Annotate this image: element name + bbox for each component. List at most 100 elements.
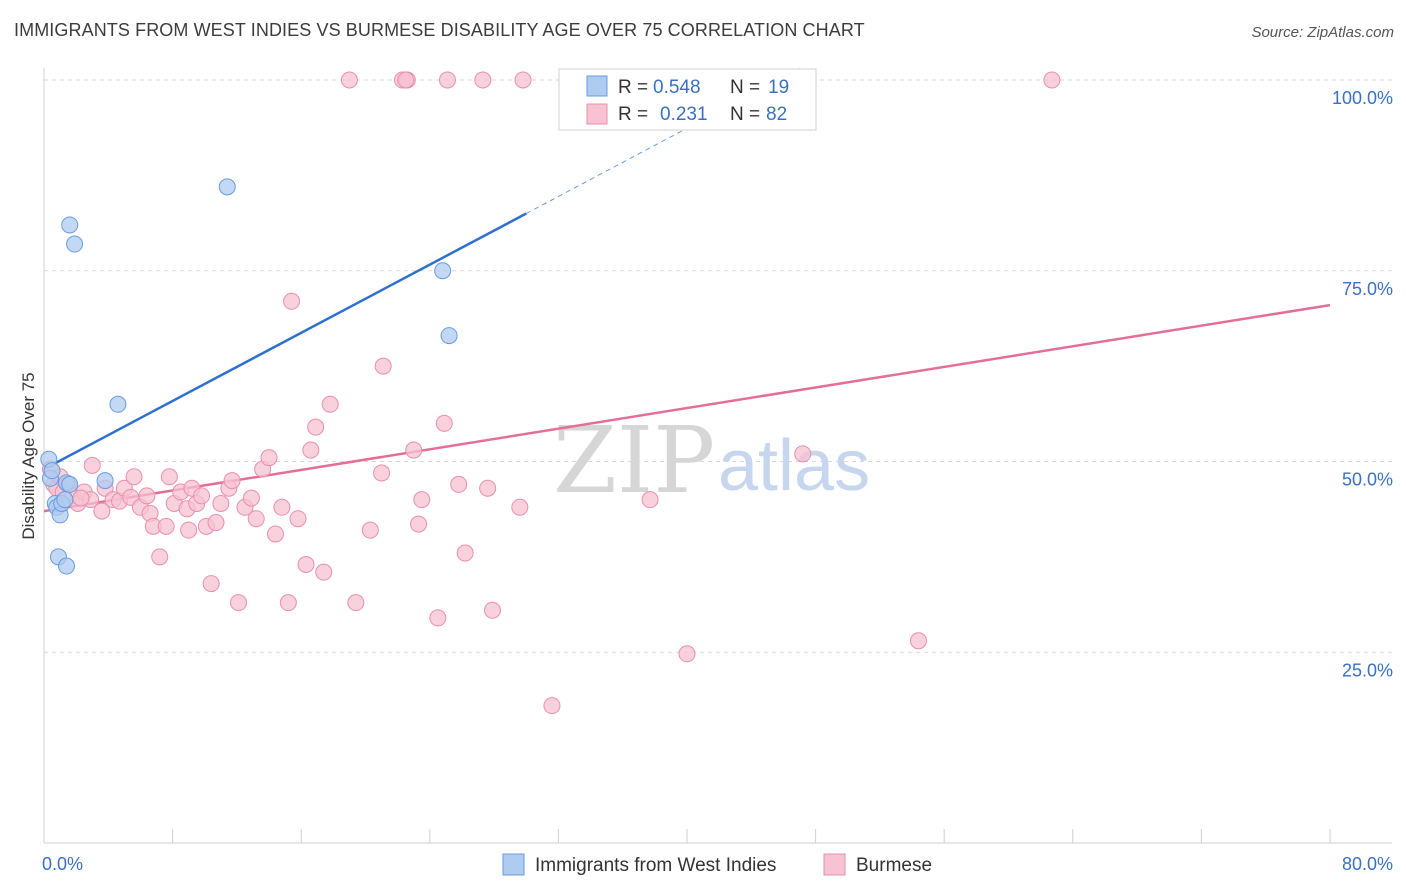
watermark: ZIP atlas [553, 407, 870, 514]
point-west-indies [58, 557, 76, 575]
point-burmese [315, 563, 333, 581]
y-axis-label: Disability Age Over 75 [19, 372, 38, 539]
point-burmese [160, 468, 178, 486]
point-burmese [279, 594, 297, 612]
point-burmese [289, 510, 307, 528]
point-burmese [347, 594, 365, 612]
point-burmese [1043, 71, 1061, 89]
y-tick-label: 50.0% [1342, 470, 1393, 490]
y-tick-label: 75.0% [1342, 279, 1393, 299]
trendline-burmese [43, 303, 1331, 513]
point-west-indies [109, 395, 127, 413]
point-burmese [72, 489, 90, 507]
point-burmese [207, 514, 225, 532]
point-burmese [909, 632, 927, 650]
point-burmese [157, 517, 175, 535]
point-burmese [193, 487, 211, 505]
bottom-legend-label-burmese: Burmese [856, 855, 932, 876]
trendline-west-indies [43, 212, 527, 471]
point-west-indies [61, 216, 79, 234]
legend-r-value-west-indies: 0.548 [653, 77, 701, 98]
point-west-indies [96, 472, 114, 490]
point-west-indies [440, 327, 458, 345]
point-burmese [297, 556, 315, 574]
point-burmese [260, 449, 278, 467]
bottom-legend-swatch-burmese [823, 853, 846, 876]
point-west-indies [61, 475, 79, 493]
point-burmese [479, 479, 497, 497]
x-tick-labels: 0.0% 80.0% [42, 854, 1393, 874]
point-burmese [223, 472, 241, 490]
point-burmese [456, 544, 474, 562]
watermark-atlas: atlas [718, 426, 870, 506]
source-label: Source: ZipAtlas.com [1251, 24, 1394, 41]
y-tick-labels: 25.0% 50.0% 75.0% 100.0% [1332, 88, 1393, 680]
legend-swatch-burmese [586, 103, 608, 125]
point-burmese [514, 71, 532, 89]
point-burmese [93, 502, 111, 520]
trendline-west-indies-extension [526, 68, 800, 214]
point-burmese [180, 521, 198, 539]
gridlines [44, 79, 1392, 653]
point-burmese [474, 71, 492, 89]
point-burmese [678, 645, 696, 663]
legend-n-label-west-indies: N = [730, 77, 760, 98]
point-burmese [247, 510, 265, 528]
point-burmese [435, 414, 453, 432]
x-tick-label-min: 0.0% [42, 854, 83, 874]
point-west-indies [56, 491, 74, 509]
legend-n-value-west-indies: 19 [768, 77, 789, 98]
chart-title: IMMIGRANTS FROM WEST INDIES VS BURMESE D… [14, 20, 865, 40]
bottom-legend-swatch-west-indies [502, 853, 525, 876]
point-burmese [283, 292, 301, 310]
point-burmese [151, 548, 169, 566]
watermark-zip: ZIP [553, 407, 715, 514]
point-burmese [83, 456, 101, 474]
point-burmese [374, 357, 392, 375]
point-burmese [138, 487, 156, 505]
point-west-indies [43, 462, 61, 480]
legend-r-label-burmese: R = [618, 104, 648, 125]
point-burmese [429, 609, 447, 627]
point-burmese [413, 491, 431, 509]
point-burmese [242, 489, 260, 507]
point-burmese [302, 441, 320, 459]
point-burmese [405, 441, 423, 459]
point-burmese [438, 71, 456, 89]
x-tick-label-max: 80.0% [1342, 854, 1393, 874]
legend-swatch-west-indies [586, 75, 608, 97]
point-west-indies [218, 178, 236, 196]
point-burmese [483, 601, 501, 619]
point-burmese [511, 498, 529, 516]
y-tick-label: 25.0% [1342, 660, 1393, 680]
point-west-indies [434, 262, 452, 280]
legend-r-value-burmese: 0.231 [660, 104, 708, 125]
legend-r-label-west-indies: R = [618, 77, 648, 98]
point-burmese [266, 525, 284, 543]
point-burmese [373, 464, 391, 482]
point-burmese [410, 515, 428, 533]
point-burmese [794, 445, 812, 463]
point-burmese [307, 418, 325, 436]
series-legend: Immigrants from West Indies Burmese [502, 853, 932, 876]
point-burmese [125, 468, 143, 486]
point-burmese [450, 475, 468, 493]
correlation-legend: R = 0.548 N = 19 R = 0.231 N = 82 [558, 68, 817, 131]
point-burmese [340, 71, 358, 89]
trendlines [43, 68, 1331, 513]
point-burmese [543, 697, 561, 715]
point-burmese [230, 594, 248, 612]
point-burmese [202, 575, 220, 593]
y-tick-label: 100.0% [1332, 88, 1393, 108]
point-burmese [212, 494, 230, 512]
legend-n-value-burmese: 82 [766, 104, 787, 125]
legend-n-label-burmese: N = [730, 104, 760, 125]
point-burmese [361, 521, 379, 539]
point-burmese [641, 491, 659, 509]
point-west-indies [66, 235, 84, 253]
point-burmese [397, 71, 415, 89]
point-burmese [273, 498, 291, 516]
bottom-legend-label-west-indies: Immigrants from West Indies [535, 855, 776, 876]
point-burmese [321, 395, 339, 413]
